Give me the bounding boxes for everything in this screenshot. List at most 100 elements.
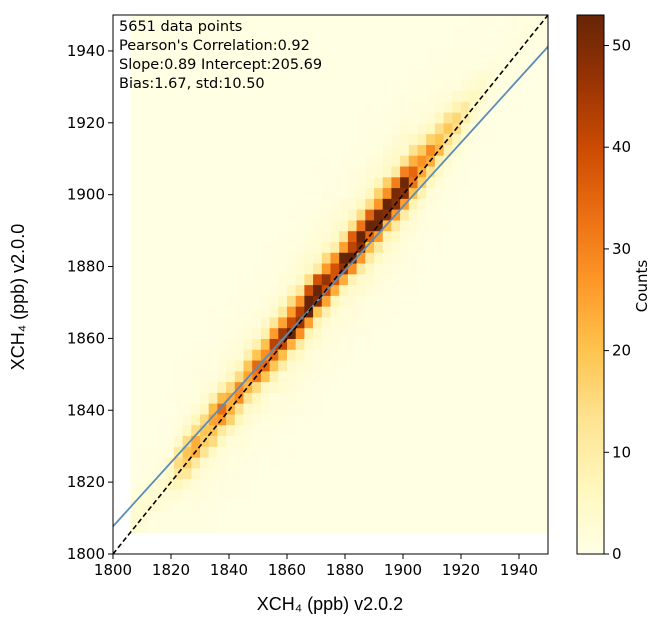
heatmap-cell bbox=[165, 338, 175, 350]
heatmap-cell bbox=[278, 316, 288, 329]
heatmap-cell bbox=[252, 198, 262, 210]
heatmap-cell bbox=[243, 112, 253, 124]
heatmap-cell bbox=[217, 176, 227, 189]
heatmap-cell bbox=[408, 500, 419, 512]
heatmap-cell bbox=[347, 219, 358, 232]
heatmap-cell bbox=[234, 510, 245, 523]
heatmap-cell bbox=[443, 403, 453, 415]
heatmap-cell bbox=[443, 284, 453, 296]
heatmap-cell bbox=[208, 262, 218, 275]
colorbar-tick-label: 0 bbox=[612, 545, 622, 563]
heatmap-cell bbox=[130, 349, 140, 361]
heatmap-cell bbox=[452, 467, 462, 480]
heatmap-cell bbox=[226, 338, 236, 350]
heatmap-cell bbox=[374, 456, 384, 469]
heatmap-cell bbox=[443, 359, 453, 372]
heatmap-cell bbox=[287, 165, 297, 178]
heatmap-cell bbox=[530, 241, 540, 253]
heatmap-cell bbox=[287, 489, 297, 501]
heatmap-cell bbox=[313, 306, 323, 318]
heatmap-cell bbox=[191, 370, 201, 383]
heatmap-cell bbox=[304, 165, 314, 178]
heatmap-cell bbox=[252, 295, 262, 307]
heatmap-cell bbox=[478, 295, 488, 307]
heatmap-cell bbox=[408, 252, 419, 264]
heatmap-cell bbox=[269, 112, 279, 124]
heatmap-cell bbox=[295, 435, 305, 447]
heatmap-cell bbox=[287, 273, 297, 286]
heatmap-cell bbox=[147, 15, 158, 27]
heatmap-cell bbox=[139, 521, 149, 534]
heatmap-cell bbox=[295, 403, 305, 415]
heatmap-cell bbox=[269, 456, 279, 469]
heatmap-cell bbox=[521, 90, 532, 102]
heatmap-cell bbox=[208, 295, 218, 307]
heatmap-cell bbox=[374, 467, 384, 480]
heatmap-cell bbox=[278, 144, 288, 156]
heatmap-cell bbox=[408, 176, 419, 189]
heatmap-cell bbox=[400, 381, 410, 393]
heatmap-cell bbox=[452, 273, 462, 286]
heatmap-cell bbox=[391, 316, 401, 329]
heatmap-cell bbox=[234, 144, 245, 156]
colorbar bbox=[576, 14, 605, 555]
heatmap-cell bbox=[234, 25, 245, 38]
heatmap-cell bbox=[539, 47, 548, 59]
heatmap-cell bbox=[365, 79, 375, 92]
heatmap-cell bbox=[147, 392, 158, 404]
heatmap-cell bbox=[374, 144, 384, 156]
heatmap-cell bbox=[347, 155, 358, 167]
heatmap-cell bbox=[426, 424, 436, 437]
heatmap-cell bbox=[339, 25, 349, 38]
heatmap-cell bbox=[147, 25, 158, 38]
heatmap-cell bbox=[443, 349, 453, 361]
x-tick-label: 1900 bbox=[384, 561, 422, 579]
heatmap-cell bbox=[130, 47, 140, 59]
heatmap-cell bbox=[356, 510, 366, 523]
heatmap-cell bbox=[539, 392, 548, 404]
heatmap-cell bbox=[382, 241, 392, 253]
heatmap-cell bbox=[165, 392, 175, 404]
heatmap-cell bbox=[147, 219, 158, 232]
heatmap-cell bbox=[330, 165, 340, 178]
heatmap-cell bbox=[452, 47, 462, 59]
heatmap-cell bbox=[139, 101, 149, 113]
heatmap-cell bbox=[260, 424, 271, 437]
heatmap-cell bbox=[139, 392, 149, 404]
heatmap-cell bbox=[182, 424, 192, 437]
heatmap-cell bbox=[156, 133, 166, 145]
heatmap-cell bbox=[356, 58, 366, 70]
y-tick-label: 1940 bbox=[67, 42, 105, 60]
heatmap-cell bbox=[330, 295, 340, 307]
heatmap-cell bbox=[365, 489, 375, 501]
heatmap-cell bbox=[173, 68, 184, 81]
heatmap-cell bbox=[234, 456, 245, 469]
heatmap-cell bbox=[469, 295, 479, 307]
heatmap-cell bbox=[147, 209, 158, 221]
heatmap-cell bbox=[321, 316, 332, 329]
heatmap-cell bbox=[539, 521, 548, 534]
heatmap-cell bbox=[426, 219, 436, 232]
heatmap-cell bbox=[339, 273, 349, 286]
heatmap-cell bbox=[139, 359, 149, 372]
heatmap-cell bbox=[217, 478, 227, 490]
heatmap-cell bbox=[156, 112, 166, 124]
heatmap-cell bbox=[347, 230, 358, 242]
heatmap-cell bbox=[521, 47, 532, 59]
heatmap-cell bbox=[304, 36, 314, 48]
heatmap-cell bbox=[321, 500, 332, 512]
heatmap-cell bbox=[478, 198, 488, 210]
heatmap-cell bbox=[513, 392, 523, 404]
heatmap-cell bbox=[434, 144, 445, 156]
heatmap-cell bbox=[139, 295, 149, 307]
heatmap-cell bbox=[330, 209, 340, 221]
heatmap-cell bbox=[200, 68, 210, 81]
heatmap-cell bbox=[173, 273, 184, 286]
heatmap-cell bbox=[426, 370, 436, 383]
heatmap-cell bbox=[226, 359, 236, 372]
heatmap-cell bbox=[391, 58, 401, 70]
heatmap-cell bbox=[295, 230, 305, 242]
heatmap-cell bbox=[400, 349, 410, 361]
heatmap-cell bbox=[391, 68, 401, 81]
heatmap-cell bbox=[173, 424, 184, 437]
